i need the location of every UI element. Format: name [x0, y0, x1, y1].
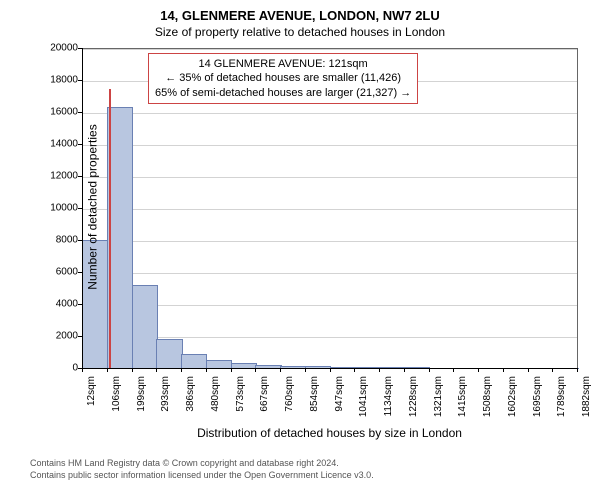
y-axis-line — [82, 48, 83, 368]
x-tick — [280, 368, 281, 372]
y-tick-label: 18000 — [32, 75, 78, 86]
gridline — [82, 241, 577, 242]
x-tick — [577, 368, 578, 372]
chart-subtitle: Size of property relative to detached ho… — [0, 23, 600, 39]
x-tick — [379, 368, 380, 372]
annotation-line1: 14 GLENMERE AVENUE: 121sqm — [155, 57, 411, 71]
x-tick — [206, 368, 207, 372]
x-tick-label: 12sqm — [86, 376, 97, 426]
x-tick-label: 1882sqm — [581, 376, 592, 426]
x-tick — [552, 368, 553, 372]
property-marker-line — [109, 89, 111, 369]
x-tick — [107, 368, 108, 372]
x-tick — [453, 368, 454, 372]
x-tick-label: 480sqm — [210, 376, 221, 426]
y-tick-label: 10000 — [32, 203, 78, 214]
x-tick — [354, 368, 355, 372]
x-tick-label: 293sqm — [160, 376, 171, 426]
gridline — [82, 49, 577, 50]
chart-container: 14, GLENMERE AVENUE, LONDON, NW7 2LU Siz… — [0, 0, 600, 500]
annotation-line3: 65% of semi-detached houses are larger (… — [155, 86, 411, 100]
x-tick — [82, 368, 83, 372]
x-tick — [231, 368, 232, 372]
x-tick-label: 1789sqm — [556, 376, 567, 426]
gridline — [82, 177, 577, 178]
x-tick-label: 760sqm — [284, 376, 295, 426]
x-tick-label: 199sqm — [136, 376, 147, 426]
y-tick-label: 20000 — [32, 43, 78, 54]
gridline — [82, 209, 577, 210]
y-axis-label: Number of detached properties — [86, 124, 100, 289]
x-tick-label: 947sqm — [334, 376, 345, 426]
footer-line2: Contains public sector information licen… — [30, 470, 374, 480]
x-tick — [478, 368, 479, 372]
x-tick-label: 854sqm — [309, 376, 320, 426]
x-tick — [181, 368, 182, 372]
x-tick — [156, 368, 157, 372]
y-tick-label: 2000 — [32, 331, 78, 342]
y-tick-label: 4000 — [32, 299, 78, 310]
x-tick-label: 1321sqm — [433, 376, 444, 426]
histogram-bar — [132, 285, 158, 369]
y-tick-label: 8000 — [32, 235, 78, 246]
gridline — [82, 113, 577, 114]
x-tick — [132, 368, 133, 372]
x-tick-label: 1602sqm — [507, 376, 518, 426]
x-tick-label: 386sqm — [185, 376, 196, 426]
gridline — [82, 145, 577, 146]
x-tick-label: 1508sqm — [482, 376, 493, 426]
y-tick-label: 12000 — [32, 171, 78, 182]
x-tick-label: 573sqm — [235, 376, 246, 426]
x-tick — [503, 368, 504, 372]
chart-title: 14, GLENMERE AVENUE, LONDON, NW7 2LU — [0, 0, 600, 23]
x-tick — [255, 368, 256, 372]
histogram-bar — [181, 354, 207, 369]
x-tick-label: 1695sqm — [532, 376, 543, 426]
x-tick-label: 1134sqm — [383, 376, 394, 426]
x-tick — [330, 368, 331, 372]
x-tick — [528, 368, 529, 372]
annotation-line2: ← 35% of detached houses are smaller (11… — [155, 71, 411, 85]
x-tick — [404, 368, 405, 372]
y-tick-label: 14000 — [32, 139, 78, 150]
annotation-box: 14 GLENMERE AVENUE: 121sqm ← 35% of deta… — [148, 53, 418, 104]
x-tick — [305, 368, 306, 372]
gridline — [82, 273, 577, 274]
x-tick-label: 106sqm — [111, 376, 122, 426]
histogram-bar — [156, 339, 182, 369]
x-tick-label: 1041sqm — [358, 376, 369, 426]
x-tick-label: 667sqm — [259, 376, 270, 426]
x-axis-label: Distribution of detached houses by size … — [82, 426, 577, 440]
y-tick-label: 0 — [32, 363, 78, 374]
footer-line1: Contains HM Land Registry data © Crown c… — [30, 458, 339, 468]
y-tick-label: 16000 — [32, 107, 78, 118]
x-tick — [429, 368, 430, 372]
x-tick-label: 1228sqm — [408, 376, 419, 426]
y-tick-label: 6000 — [32, 267, 78, 278]
x-tick-label: 1415sqm — [457, 376, 468, 426]
